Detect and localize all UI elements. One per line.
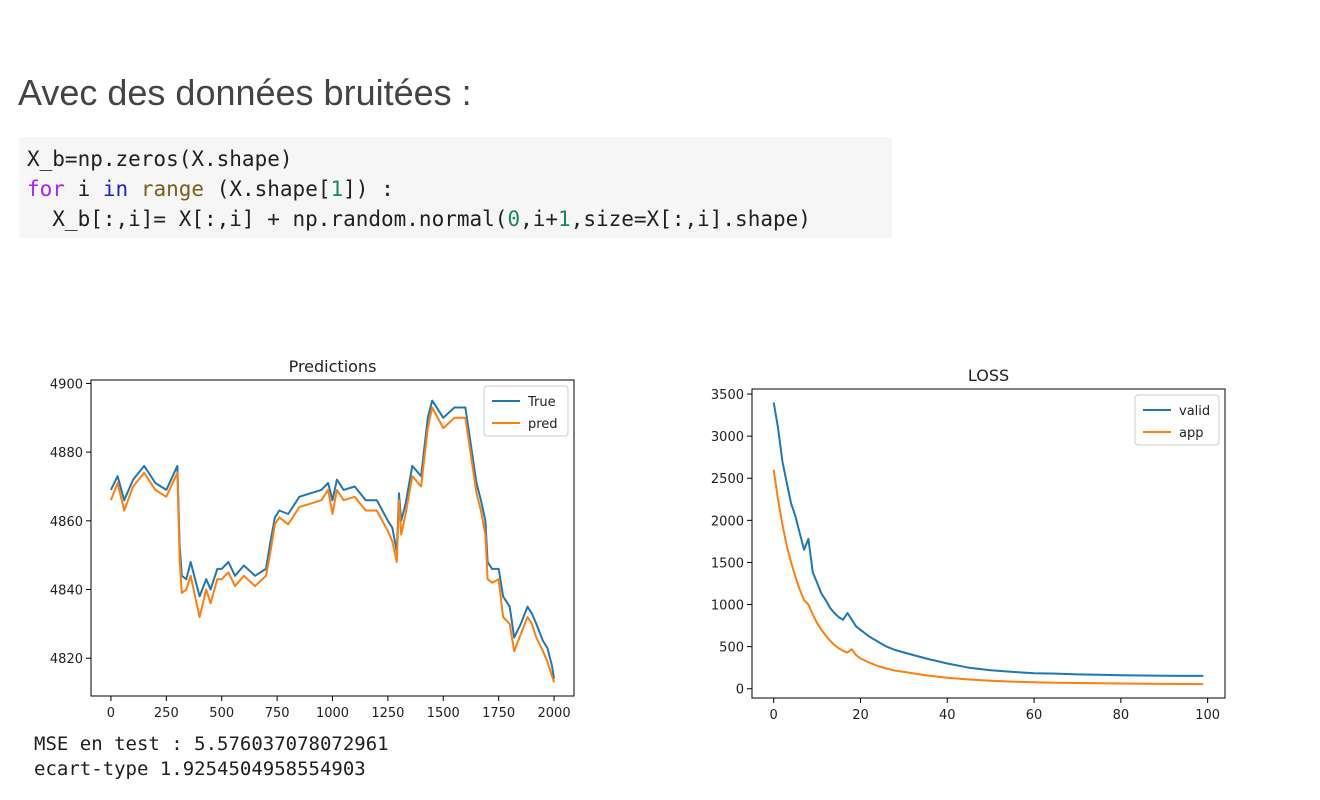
builtin-range: range <box>140 177 205 201</box>
y-tick-label: 2500 <box>711 472 744 487</box>
code-line-3: X_b[:,i]= X[:,i] + np.random.normal(0,i+… <box>27 207 811 231</box>
predictions-chart: Predictions 0 250 500 750 1000 1250 1500 1750 200… <box>50 357 575 721</box>
ecart-type-output: ecart-type 1.9254504958554903 <box>34 758 366 780</box>
x-tick-label: 2000 <box>538 706 571 721</box>
series-line-valid <box>772 402 1204 677</box>
x-tick-label: 250 <box>154 706 179 721</box>
code-token: i <box>64 177 103 201</box>
x-tick-label: 100 <box>1195 708 1220 723</box>
plot-frame <box>751 388 1226 699</box>
x-tick-label: 1750 <box>482 706 515 721</box>
y-tick-label: 0 <box>736 683 744 698</box>
code-token: (X.shape[ <box>204 177 331 201</box>
x-tick-label: 1000 <box>316 706 349 721</box>
x-tick-label: 20 <box>852 708 869 723</box>
y-tick-label: 1500 <box>711 556 744 571</box>
code-token: ,i+ <box>520 207 559 231</box>
section-heading: Avec des données bruitées : <box>18 72 472 113</box>
series-line-True <box>110 399 556 679</box>
code-line-1: X_b=np.zeros(X.shape) <box>27 147 293 171</box>
mse-output: MSE en test : 5.576037078072961 <box>34 733 389 755</box>
number-literal: 1 <box>330 177 344 201</box>
chart-title: LOSS <box>968 366 1009 385</box>
code-line-2: for i in range (X.shape[1]) : <box>27 177 394 201</box>
y-tick-label: 3000 <box>711 430 744 445</box>
y-tick-label: 4900 <box>50 377 83 392</box>
legend-label: app <box>1179 426 1203 441</box>
keyword-for: for <box>27 177 65 201</box>
x-tick-label: 1500 <box>427 706 460 721</box>
x-tick-label: 80 <box>1113 708 1130 723</box>
legend-label: True <box>527 395 556 410</box>
y-tick-label: 4840 <box>50 584 83 599</box>
series-line-app <box>772 469 1204 686</box>
y-tick-label: 2000 <box>711 514 744 529</box>
x-tick-label: 1250 <box>371 706 404 721</box>
y-tick-label: 4860 <box>50 515 83 530</box>
y-tick-label: 4820 <box>50 652 83 667</box>
x-tick-label: 0 <box>107 706 115 721</box>
legend-label: valid <box>1179 404 1210 419</box>
x-tick-label: 0 <box>770 708 778 723</box>
legend-box <box>1134 394 1220 446</box>
code-cell[interactable]: X_b=np.zeros(X.shape) for i in range (X.… <box>19 137 892 238</box>
x-tick-label: 750 <box>265 706 290 721</box>
legend-label: pred <box>528 417 558 432</box>
y-tick-label: 500 <box>719 641 744 656</box>
code-token: ,size=X[:,i].shape) <box>570 207 811 231</box>
code-token: X_b[:,i]= X[:,i] + np.random.normal( <box>27 207 508 231</box>
number-literal: 1 <box>558 207 571 231</box>
keyword-in: in <box>102 177 129 201</box>
chart-title: Predictions <box>289 357 377 376</box>
x-tick-label: 40 <box>939 708 956 723</box>
x-tick-label: 500 <box>209 706 234 721</box>
number-literal: 0 <box>507 207 521 231</box>
y-tick-label: 3500 <box>711 388 744 403</box>
series-line-pred <box>109 406 556 683</box>
x-tick-label: 60 <box>1026 708 1043 723</box>
y-tick-label: 4880 <box>50 446 83 461</box>
code-token <box>128 177 141 201</box>
y-tick-label: 1000 <box>711 599 744 614</box>
code-token: ]) : <box>343 177 394 201</box>
